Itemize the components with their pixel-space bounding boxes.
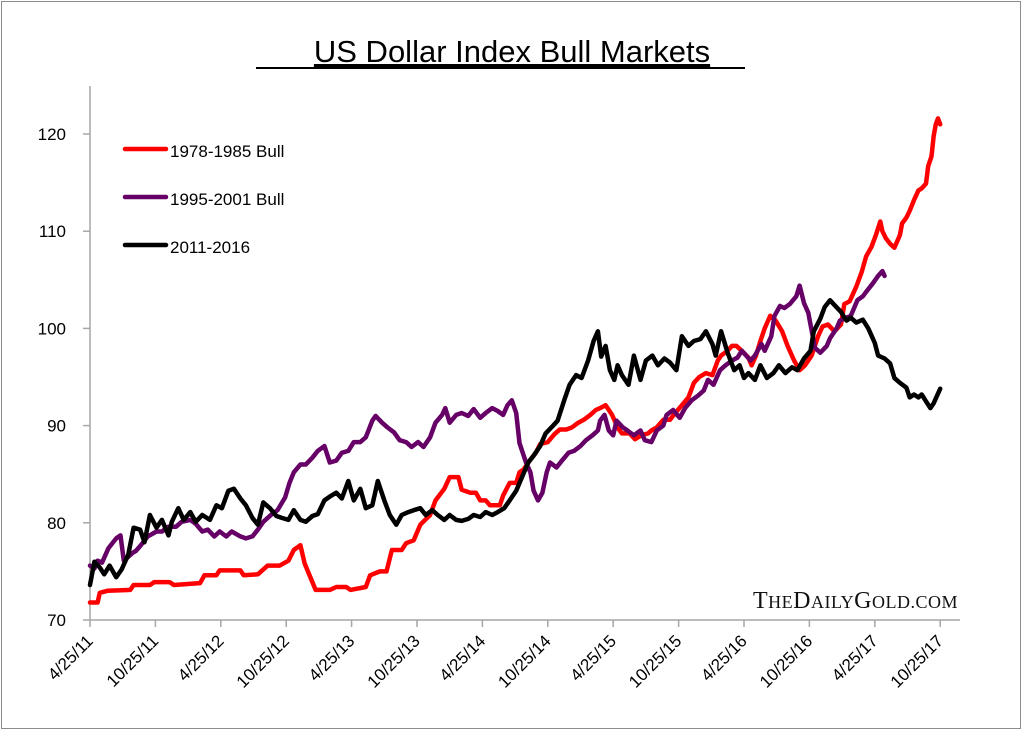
legend-item-2011-2016: 2011-2016 — [122, 238, 250, 257]
x-tick-label: 10/25/15 — [625, 631, 685, 691]
y-tick-label: 90 — [47, 417, 66, 436]
x-tick-label: 4/25/14 — [436, 631, 490, 685]
series-line-1995-2001-bull — [87, 268, 887, 571]
legend-label: 1978-1985 Bull — [170, 142, 284, 161]
y-tick-label: 100 — [38, 319, 66, 338]
x-tick-label: 4/25/12 — [174, 631, 228, 685]
legend: 1978-1985 Bull 1995-2001 Bull 2011-2016 — [122, 142, 284, 257]
legend-item-1978-1985: 1978-1985 Bull — [122, 142, 284, 161]
watermark: THEDAILYGOLD.COM — [753, 588, 958, 614]
x-tick-label: 10/25/14 — [494, 631, 554, 691]
x-tick-label: 10/25/17 — [887, 631, 947, 691]
wm-old: OLD.COM — [872, 592, 958, 612]
x-tick-label: 10/25/13 — [364, 631, 424, 691]
x-tick-label: 4/25/11 — [44, 631, 97, 684]
x-tick-label: 4/25/17 — [828, 631, 882, 685]
chart-title: US Dollar Index Bull Markets — [314, 34, 710, 69]
wm-g: G — [854, 588, 872, 614]
wm-d: D — [793, 588, 811, 614]
wm-t: T — [753, 588, 768, 614]
x-ticks: 4/25/11 10/25/11 4/25/12 10/25/12 4/25/13 10/… — [44, 620, 947, 692]
y-ticks: 70 80 90 100 110 120 — [38, 125, 90, 630]
x-tick-label: 4/25/15 — [566, 631, 620, 685]
legend-label: 2011-2016 — [170, 238, 250, 257]
x-tick-label: 10/25/12 — [233, 631, 293, 691]
watermark-text: THEDAILYGOLD.COM — [753, 588, 958, 614]
y-tick-label: 110 — [39, 222, 66, 241]
legend-item-1995-2001: 1995-2001 Bull — [122, 190, 284, 209]
series-group — [87, 116, 943, 605]
legend-label: 1995-2001 Bull — [170, 190, 284, 209]
x-tick-label: 10/25/16 — [756, 631, 816, 691]
x-tick-label: 10/25/11 — [103, 631, 162, 690]
wm-aily: AILY — [811, 592, 854, 612]
wm-he: HE — [768, 592, 793, 612]
x-tick-label: 4/25/16 — [697, 631, 751, 685]
y-tick-label: 80 — [47, 514, 66, 533]
x-tick-label: 4/25/13 — [305, 631, 359, 685]
y-tick-label: 70 — [47, 611, 66, 630]
series-line-2011-2016 — [87, 297, 943, 588]
series-line-1978-1985-bull — [87, 116, 943, 605]
y-tick-label: 120 — [38, 125, 66, 144]
